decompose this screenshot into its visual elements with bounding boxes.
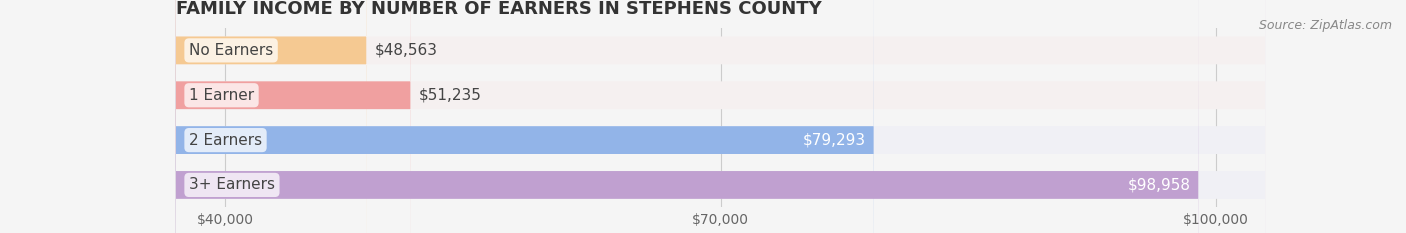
FancyBboxPatch shape <box>176 0 411 233</box>
Text: $51,235: $51,235 <box>419 88 482 103</box>
Text: 1 Earner: 1 Earner <box>188 88 254 103</box>
FancyBboxPatch shape <box>176 0 367 233</box>
Text: $98,958: $98,958 <box>1128 178 1191 192</box>
Text: $48,563: $48,563 <box>375 43 437 58</box>
Text: $79,293: $79,293 <box>803 133 866 147</box>
Text: 2 Earners: 2 Earners <box>188 133 262 147</box>
Text: 3+ Earners: 3+ Earners <box>188 178 276 192</box>
FancyBboxPatch shape <box>176 0 1199 233</box>
FancyBboxPatch shape <box>176 0 1265 233</box>
Text: FAMILY INCOME BY NUMBER OF EARNERS IN STEPHENS COUNTY: FAMILY INCOME BY NUMBER OF EARNERS IN ST… <box>176 0 821 18</box>
FancyBboxPatch shape <box>176 0 875 233</box>
FancyBboxPatch shape <box>176 0 1265 233</box>
FancyBboxPatch shape <box>176 0 1265 233</box>
Text: Source: ZipAtlas.com: Source: ZipAtlas.com <box>1258 19 1392 32</box>
FancyBboxPatch shape <box>176 0 1265 233</box>
Text: No Earners: No Earners <box>188 43 273 58</box>
